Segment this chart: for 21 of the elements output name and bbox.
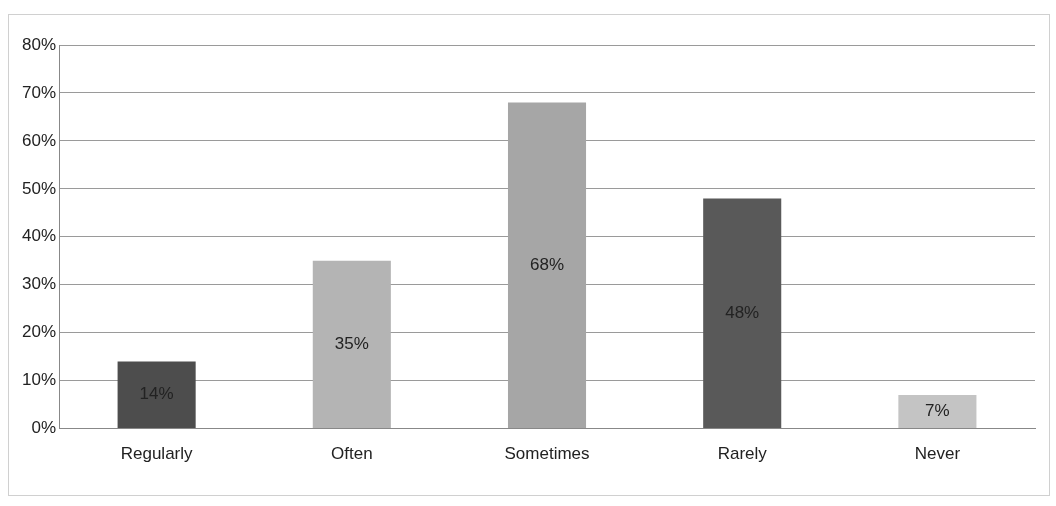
x-tick-label: Rarely	[717, 444, 768, 464]
bar	[312, 260, 391, 429]
y-tick-label: 40%	[21, 226, 57, 246]
data-label: 35%	[334, 334, 369, 354]
data-label: 68%	[530, 255, 565, 275]
y-tick-label: 70%	[21, 82, 57, 102]
data-label: 7%	[925, 401, 950, 421]
y-tick-label: 0%	[31, 418, 57, 438]
bar	[703, 198, 782, 429]
y-tick-label: 50%	[21, 178, 57, 198]
y-tick-label: 60%	[21, 130, 57, 150]
x-tick-label: Regularly	[120, 444, 194, 464]
x-tick-label: Often	[331, 444, 373, 464]
y-tick-label: 30%	[21, 274, 57, 294]
x-tick-label: Never	[914, 444, 961, 464]
y-tick-label: 80%	[21, 34, 57, 54]
y-tick-label: 10%	[21, 370, 57, 390]
x-tick-label: Sometimes	[504, 444, 590, 464]
y-tick-label: 20%	[21, 322, 57, 342]
bar	[898, 395, 977, 429]
bar	[117, 361, 196, 429]
